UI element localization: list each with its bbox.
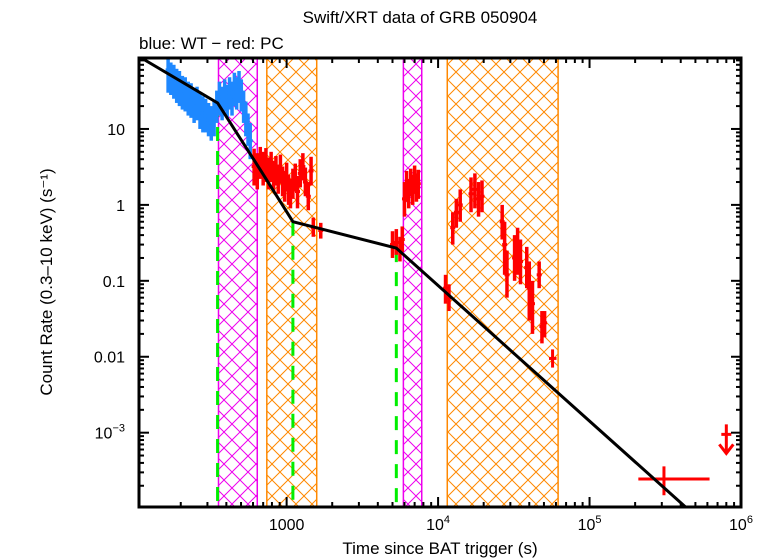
pc-data-point xyxy=(504,250,510,298)
x-tick-label: 105 xyxy=(578,514,602,534)
break-lines xyxy=(216,102,398,507)
pc-data-point xyxy=(457,189,463,222)
axis-ticks xyxy=(139,58,742,507)
pc-data-point xyxy=(542,311,548,338)
pc-data-point xyxy=(305,182,311,211)
y-tick-label: 0.01 xyxy=(94,350,125,367)
y-tick-label: 0.1 xyxy=(103,274,125,291)
y-axis-label: Count Rate (0.3–10 keV) (s⁻¹) xyxy=(37,168,56,395)
chart-title: Swift/XRT data of GRB 050904 xyxy=(303,8,538,27)
chart-subtitle: blue: WT − red: PC xyxy=(139,34,284,53)
pc-data-point xyxy=(300,153,306,181)
pc-data-point xyxy=(479,180,485,213)
pc-data-point xyxy=(450,212,456,245)
pc-data-point xyxy=(517,239,523,285)
x-tick-label: 104 xyxy=(426,514,450,534)
plot-frame xyxy=(137,56,743,509)
pc-data-point xyxy=(393,229,399,255)
y-tick-label: 10−3 xyxy=(95,423,125,443)
x-tick-label: 1000 xyxy=(269,517,305,534)
model-fit xyxy=(140,58,687,507)
pc-data-point xyxy=(389,231,395,258)
pc-data-point xyxy=(536,261,542,289)
pc-data-point xyxy=(638,466,710,496)
pc-data-point xyxy=(472,173,478,209)
x-tick-exponent: 5 xyxy=(595,514,601,526)
pc-data-point xyxy=(502,221,508,275)
x-tick-exponent: 6 xyxy=(747,514,753,526)
upper-limit-arrow xyxy=(718,424,735,456)
y-tick-label: 10 xyxy=(107,122,125,139)
pc-data-point xyxy=(399,226,405,252)
upper-limits xyxy=(718,424,735,456)
gap-band xyxy=(446,58,559,507)
x-tick-exponent: 4 xyxy=(444,514,450,526)
x-tick-label: 106 xyxy=(729,514,753,534)
tick-labels: 1000 104 105 106 10 1 0.1 0.01 10−3 xyxy=(94,122,753,534)
pc-data-point xyxy=(415,169,421,199)
pc-data-point xyxy=(295,176,301,209)
pc-data-point xyxy=(443,274,449,304)
pc-data-point xyxy=(468,177,474,213)
flare-band xyxy=(402,58,423,507)
model-line xyxy=(140,58,687,507)
y-tick-exponent: −3 xyxy=(112,423,125,435)
x-axis-label: Time since BAT trigger (s) xyxy=(342,539,537,558)
data-points xyxy=(165,58,710,496)
y-tick-label: 1 xyxy=(116,198,125,215)
pc-data-point xyxy=(476,182,482,217)
pc-data-point xyxy=(308,156,314,186)
pc-data-point xyxy=(453,198,459,228)
arrow-head xyxy=(718,443,735,456)
pc-data-point xyxy=(549,349,557,368)
pc-data-point xyxy=(529,280,535,334)
